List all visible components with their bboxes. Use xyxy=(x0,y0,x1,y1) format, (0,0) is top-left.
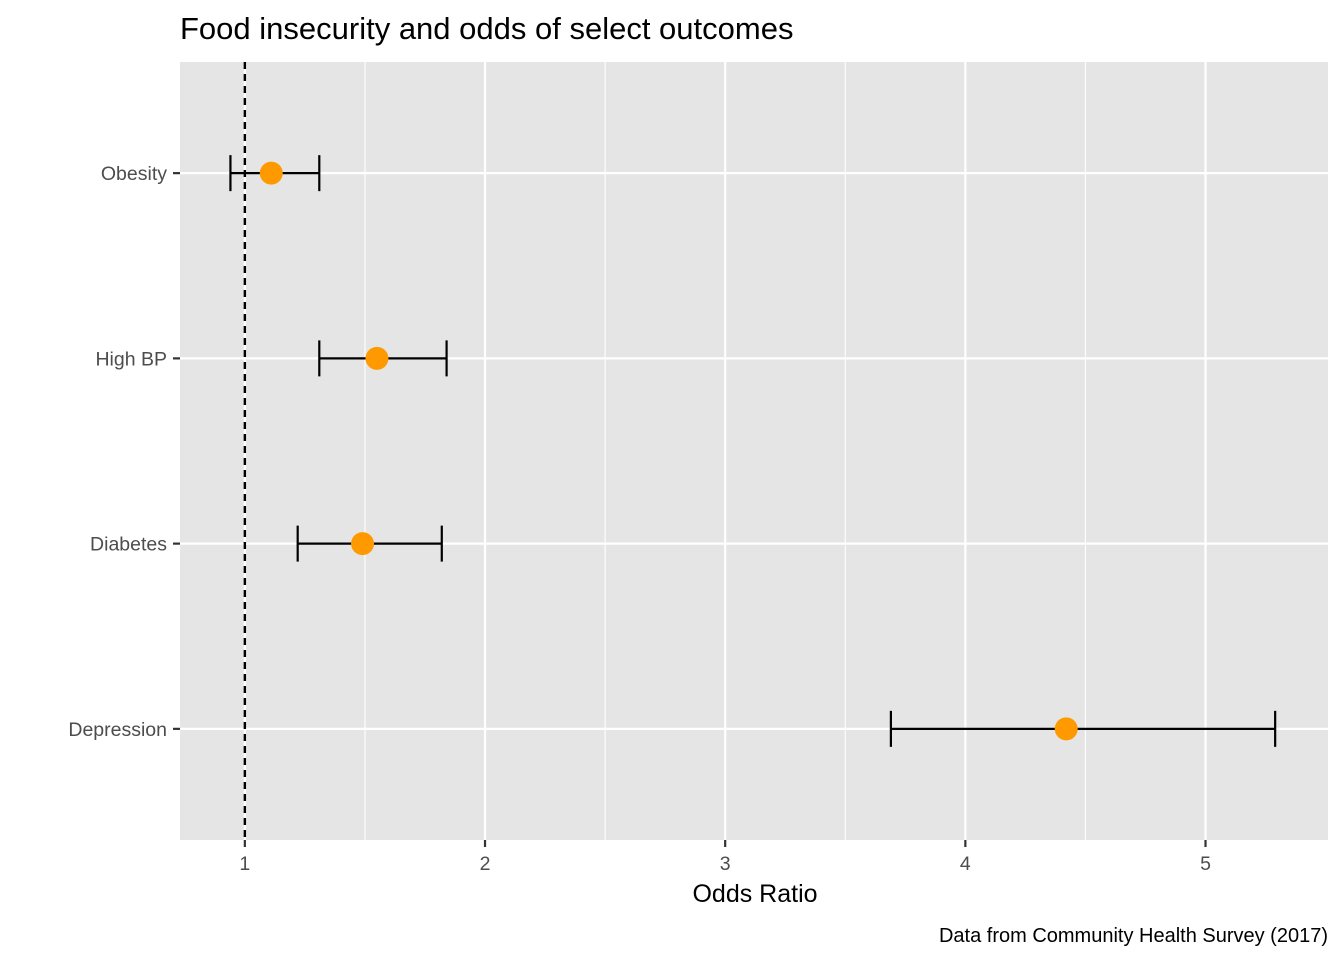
y-tick-label: Depression xyxy=(68,719,167,741)
chart-title: Food insecurity and odds of select outco… xyxy=(180,11,793,46)
y-tick-label: Obesity xyxy=(101,163,167,185)
x-axis-title: Odds Ratio xyxy=(692,880,817,908)
point-estimate xyxy=(1054,717,1078,741)
x-tick-label: 5 xyxy=(1200,853,1211,875)
point-estimate xyxy=(365,346,389,370)
y-tick-label: High BP xyxy=(95,348,167,370)
plot-panel xyxy=(180,62,1328,840)
x-tick-label: 1 xyxy=(239,853,250,875)
y-axis: Obesity High BP Diabetes Depression xyxy=(68,163,180,741)
minor-gridlines xyxy=(364,62,1086,840)
y-tick-label: Diabetes xyxy=(90,534,167,556)
x-axis: 1 2 3 4 5 xyxy=(239,840,1211,875)
point-estimate xyxy=(351,532,375,556)
errorbar xyxy=(889,710,1277,747)
chart-caption: Data from Community Health Survey (2017) xyxy=(939,925,1328,947)
point-estimates xyxy=(259,161,1078,741)
x-tick-label: 4 xyxy=(960,853,971,875)
point-estimate xyxy=(259,161,283,185)
x-tick-label: 2 xyxy=(480,853,491,875)
x-tick-label: 3 xyxy=(720,853,731,875)
